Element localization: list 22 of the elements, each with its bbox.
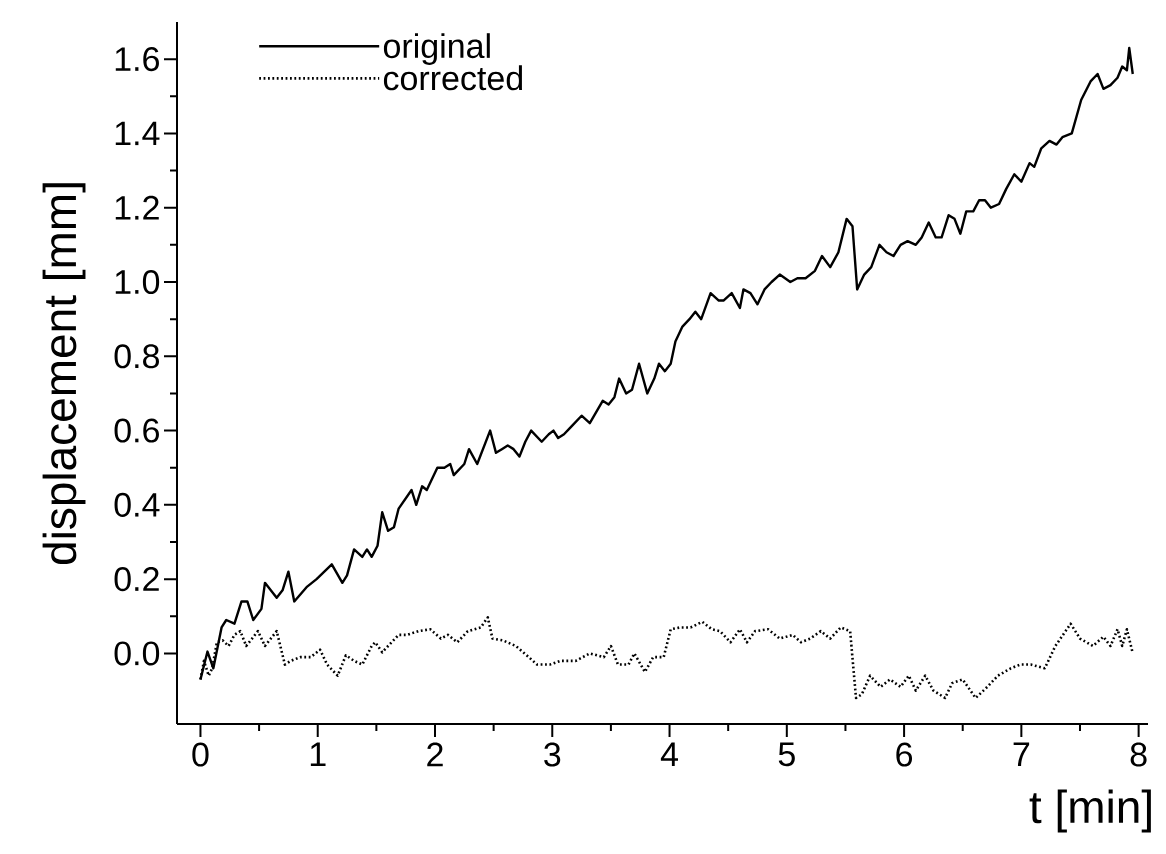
x-axis-title: t [min] xyxy=(1029,789,1151,833)
x-tick-label: 6 xyxy=(896,742,913,767)
x-tick-label: 1 xyxy=(310,742,326,766)
x-tick-label: 7 xyxy=(1013,742,1030,766)
y-tick-label: 1.4 xyxy=(115,121,160,146)
x-tick-label: 8 xyxy=(1130,742,1147,767)
legend-label: original xyxy=(383,33,490,65)
x-tick-label: 4 xyxy=(660,742,678,766)
x-tick-label: 5 xyxy=(778,742,795,767)
y-tick-label: 1.0 xyxy=(115,269,160,295)
y-tick-label: 1.2 xyxy=(115,195,159,220)
y-tick-label: 0.8 xyxy=(114,344,159,369)
x-tick-label: 3 xyxy=(544,742,561,767)
y-tick-label: 1.6 xyxy=(115,47,159,72)
x-tick-label: 0 xyxy=(192,742,209,767)
y-axis-title: displacement [mm] xyxy=(42,183,86,565)
y-tick-label: 0.4 xyxy=(114,492,160,517)
x-tick-label: 2 xyxy=(427,742,443,767)
legend-label: corrected xyxy=(383,65,523,91)
y-tick-label: 0.2 xyxy=(114,567,159,592)
y-tick-label: 0.6 xyxy=(114,418,159,443)
y-tick-label: 0.0 xyxy=(114,641,160,666)
